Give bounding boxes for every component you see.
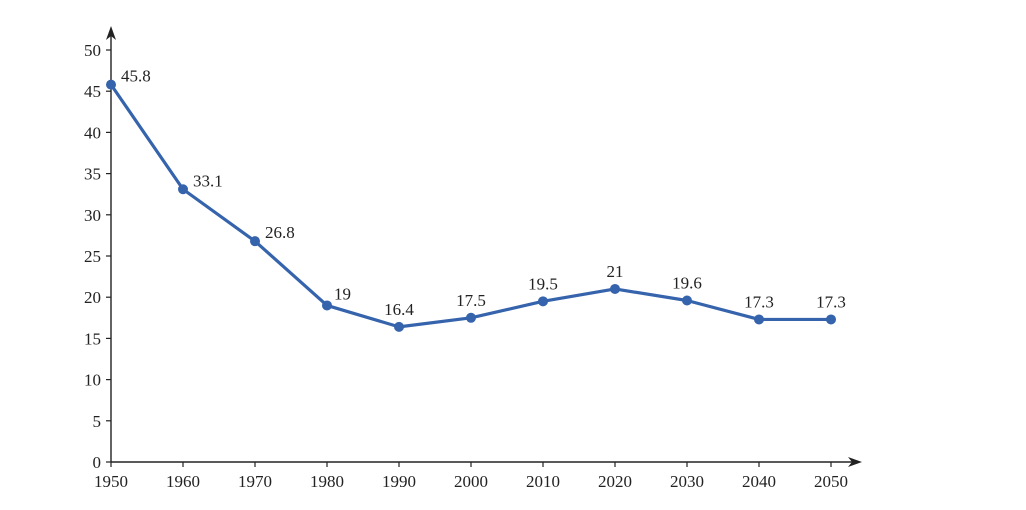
- y-ticks: 0 5 10 15 20 25 30 35 40 45 50: [84, 41, 111, 472]
- y-tick-label: 0: [93, 453, 102, 472]
- data-label: 26.8: [265, 223, 295, 242]
- data-point: [106, 79, 116, 90]
- data-label: 19: [334, 284, 351, 303]
- x-tick-label: 1950: [94, 472, 128, 491]
- data-point: [394, 321, 404, 332]
- data-point: [754, 314, 764, 325]
- y-tick-label: 15: [84, 329, 101, 348]
- data-label: 19.6: [672, 273, 702, 292]
- x-tick-label: 2020: [598, 472, 632, 491]
- data-label: 17.5: [456, 291, 486, 310]
- axes: [106, 26, 862, 467]
- x-tick-label: 2010: [526, 472, 560, 491]
- x-tick-label: 1960: [166, 472, 200, 491]
- y-tick-label: 35: [84, 165, 101, 184]
- series-group: [106, 79, 836, 332]
- data-point: [178, 184, 188, 195]
- data-label: 21: [607, 262, 624, 281]
- x-ticks: 1950 1960 1970 1980 1990 2000 2010 2020 2030 2040…: [94, 462, 848, 491]
- data-label: 17.3: [816, 292, 846, 311]
- data-label: 16.4: [384, 300, 414, 319]
- x-tick-label: 1980: [310, 472, 344, 491]
- y-tick-label: 45: [84, 82, 101, 101]
- data-label: 19.5: [528, 274, 558, 293]
- y-tick-label: 10: [84, 371, 101, 390]
- y-tick-label: 25: [84, 247, 101, 266]
- x-tick-label: 2030: [670, 472, 704, 491]
- x-tick-label: 2040: [742, 472, 776, 491]
- y-tick-label: 20: [84, 288, 101, 307]
- y-tick-label: 5: [93, 412, 102, 431]
- y-tick-label: 50: [84, 41, 101, 60]
- x-tick-label: 1990: [382, 472, 416, 491]
- data-point: [322, 300, 332, 311]
- x-tick-label: 2050: [814, 472, 848, 491]
- data-point: [250, 236, 260, 247]
- data-labels: 45.8 33.1 26.8 19 16.4 17.5 19.5 21 19.6 17.3 17.3: [121, 67, 846, 319]
- y-tick-label: 40: [84, 123, 101, 142]
- y-tick-label: 30: [84, 206, 101, 225]
- data-point: [538, 296, 548, 307]
- data-label: 45.8: [121, 67, 151, 86]
- x-tick-label: 1970: [238, 472, 272, 491]
- x-tick-label: 2000: [454, 472, 488, 491]
- data-label: 33.1: [193, 171, 223, 190]
- data-point: [610, 283, 620, 294]
- y-axis-arrow-icon: [106, 26, 116, 40]
- data-point: [466, 312, 476, 323]
- data-label: 17.3: [744, 292, 774, 311]
- data-point: [682, 295, 692, 306]
- x-axis-arrow-icon: [848, 457, 862, 467]
- data-point: [826, 314, 836, 325]
